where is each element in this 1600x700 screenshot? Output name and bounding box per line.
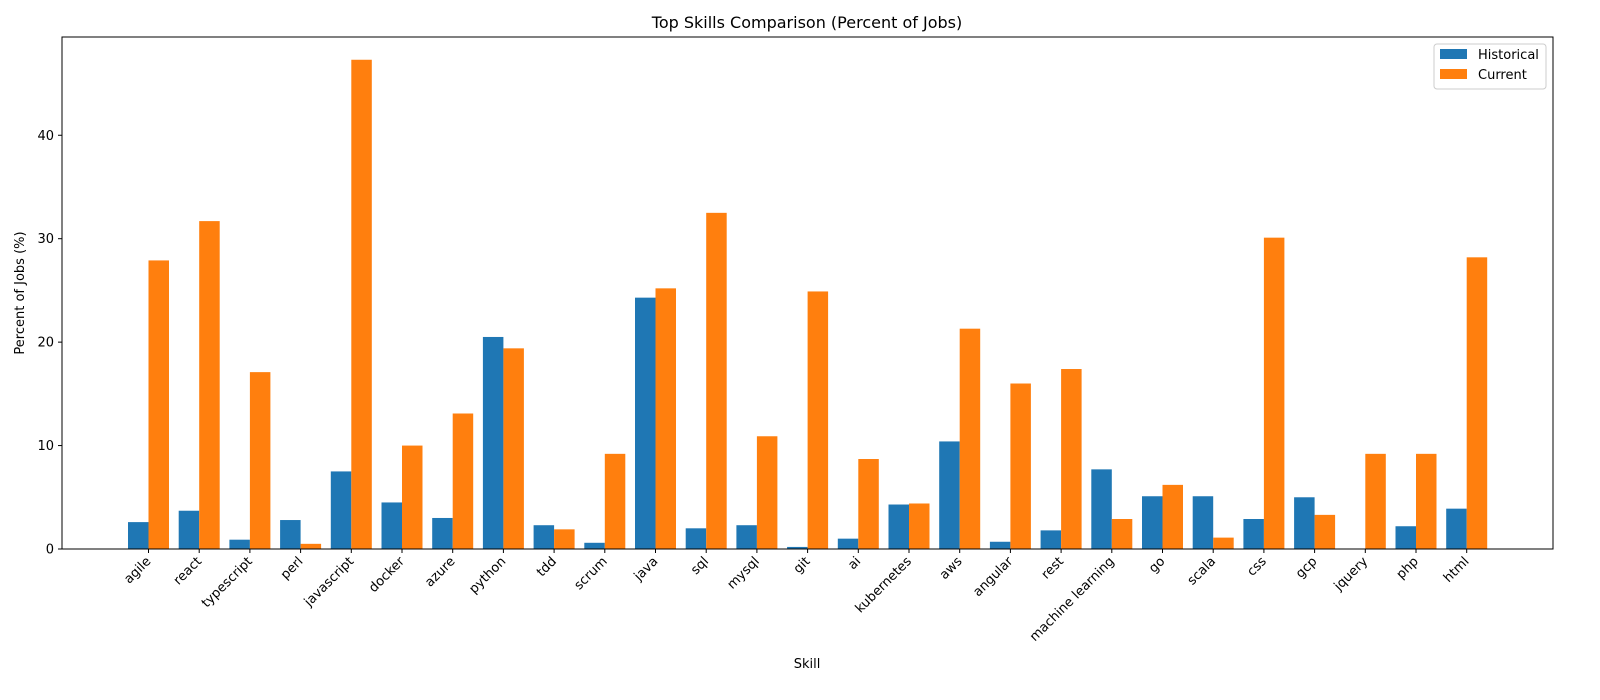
- bar-historical-azure: [432, 517, 453, 549]
- bar-historical-scrum: [584, 542, 605, 549]
- bar-current-kubernetes: [909, 503, 930, 549]
- chart-title: Top Skills Comparison (Percent of Jobs): [651, 13, 962, 32]
- bars: [128, 59, 1488, 550]
- bar-historical-tdd: [533, 525, 555, 549]
- x-tick-label: python: [466, 554, 509, 597]
- bar-current-sql: [706, 212, 727, 549]
- plot-frame: [61, 36, 1554, 550]
- x-tick-label: tdd: [534, 554, 560, 580]
- bar-historical-git: [787, 546, 808, 549]
- bar-current-php: [1416, 453, 1437, 549]
- x-tick-label: git: [791, 554, 814, 577]
- legend: Historical Current: [1433, 43, 1547, 90]
- x-tick-label: typescript: [199, 554, 256, 611]
- x-tick-label: perl: [278, 554, 306, 582]
- bar-historical-rest: [1040, 530, 1062, 549]
- bar-current-machine-learning: [1111, 519, 1133, 549]
- bar-current-python: [503, 348, 524, 549]
- bar-historical-go: [1142, 496, 1163, 549]
- bar-current-git: [807, 291, 829, 549]
- x-tick-label: machine learning: [1027, 554, 1118, 645]
- y-tick-label: 30: [37, 232, 54, 247]
- bar-historical-mysql: [736, 525, 757, 549]
- bar-current-docker: [402, 445, 423, 549]
- legend-swatch-historical: [1440, 49, 1467, 59]
- bar-historical-docker: [381, 502, 402, 549]
- bar-historical-html: [1446, 508, 1467, 549]
- bar-current-agile: [148, 260, 169, 549]
- x-tick-label: go: [1146, 554, 1168, 576]
- y-tick-label: 20: [37, 336, 54, 351]
- x-tick-label: aws: [937, 554, 966, 583]
- bar-historical-java: [635, 297, 656, 549]
- bar-current-javascript: [351, 59, 372, 549]
- bar-historical-python: [482, 336, 504, 549]
- bar-historical-aws: [939, 441, 960, 549]
- bar-historical-machine-learning: [1091, 469, 1112, 549]
- bar-historical-php: [1395, 526, 1416, 549]
- bar-current-tdd: [554, 529, 575, 549]
- x-tick-label: java: [631, 554, 662, 585]
- bar-current-jquery: [1365, 453, 1386, 549]
- legend-swatch-current: [1440, 69, 1467, 79]
- x-tick-label: sql: [688, 554, 712, 578]
- bar-current-aws: [959, 328, 981, 549]
- bar-current-angular: [1010, 383, 1031, 549]
- bar-historical-perl: [280, 520, 301, 549]
- x-tick-label: agile: [121, 554, 154, 587]
- bar-current-ai: [858, 459, 879, 549]
- bar-historical-javascript: [330, 471, 352, 549]
- x-tick-label: javascript: [301, 554, 357, 610]
- bar-historical-scala: [1192, 496, 1214, 549]
- bar-current-mysql: [756, 436, 778, 549]
- y-tick-label: 40: [37, 129, 54, 144]
- bar-historical-css: [1243, 519, 1264, 549]
- x-tick-label: react: [171, 554, 205, 588]
- bar-historical-ai: [837, 538, 859, 549]
- x-tick-label: azure: [422, 554, 458, 590]
- bar-current-go: [1162, 484, 1183, 549]
- bar-historical-gcp: [1294, 497, 1315, 549]
- x-axis-label: Skill: [794, 657, 821, 672]
- x-tick-label: ai: [845, 554, 864, 573]
- bar-current-html: [1466, 257, 1488, 549]
- x-tick-label: jquery: [1331, 554, 1372, 595]
- y-tick-label: 0: [46, 543, 54, 558]
- bar-historical-typescript: [229, 539, 250, 549]
- bar-current-rest: [1061, 369, 1082, 549]
- bar-historical-kubernetes: [888, 504, 909, 549]
- bar-current-css: [1263, 237, 1285, 549]
- x-tick-label: mysql: [725, 554, 763, 592]
- x-tick-label: css: [1244, 554, 1269, 579]
- bar-historical-react: [178, 510, 200, 549]
- bar-current-scala: [1213, 537, 1234, 549]
- x-tick-label: docker: [366, 554, 408, 596]
- x-tick-label: gcp: [1293, 554, 1320, 581]
- bar-current-scrum: [604, 453, 626, 549]
- legend-label-historical: Historical: [1478, 48, 1539, 63]
- bar-current-azure: [452, 413, 474, 549]
- y-tick-label: 10: [37, 439, 54, 454]
- legend-label-current: Current: [1478, 68, 1527, 83]
- bar-current-perl: [300, 543, 322, 549]
- bar-current-gcp: [1314, 514, 1336, 549]
- x-tick-label: php: [1394, 554, 1422, 582]
- x-tick-label: rest: [1039, 554, 1067, 582]
- x-tick-label: html: [1441, 554, 1473, 586]
- y-axis-label: Percent of Jobs (%): [13, 231, 28, 354]
- x-tick-label: scrum: [572, 554, 611, 593]
- bar-historical-agile: [128, 522, 149, 549]
- bar-current-java: [655, 288, 676, 549]
- bar-current-react: [199, 221, 220, 550]
- bar-current-typescript: [249, 372, 271, 549]
- bar-historical-angular: [989, 541, 1011, 549]
- x-tick-label: scala: [1185, 554, 1219, 588]
- bar-historical-sql: [685, 528, 707, 549]
- x-tick-label: angular: [971, 554, 1017, 600]
- y-axis: 0 10 20 30 40: [37, 129, 62, 558]
